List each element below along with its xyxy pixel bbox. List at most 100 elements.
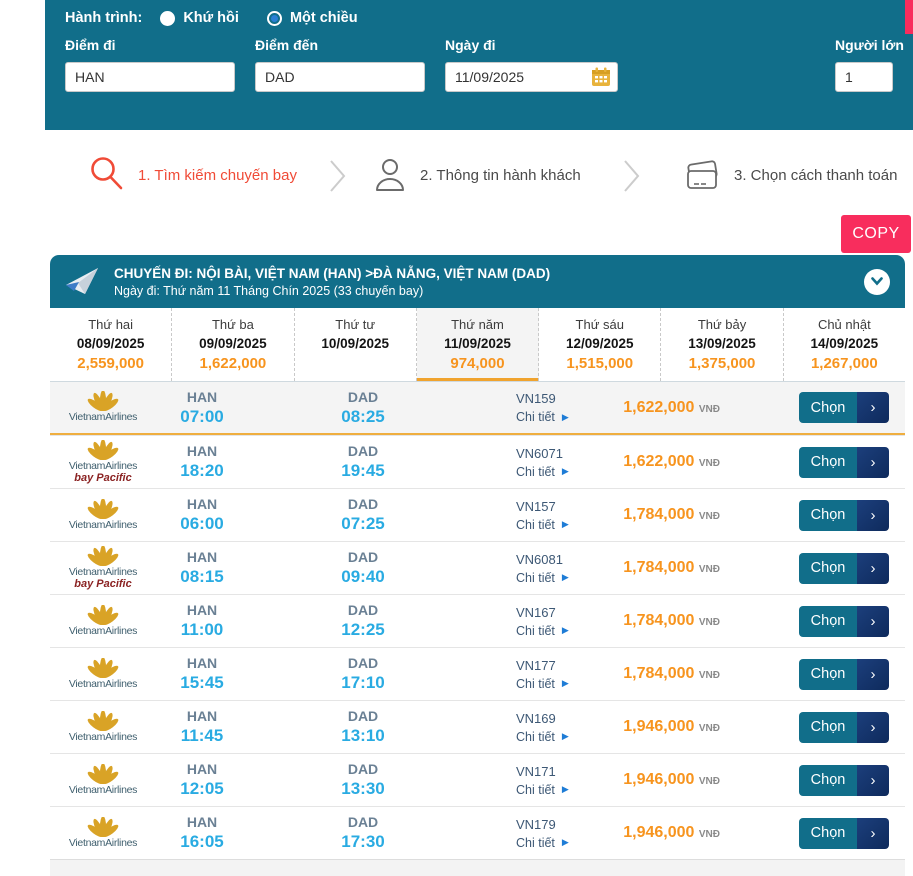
- booking-steps: 1. Tìm kiếm chuyến bay 2. Thông tin hành…: [50, 146, 913, 204]
- flight-details-link[interactable]: Chi tiết ▶: [516, 783, 618, 797]
- price-cell: 1,784,000 VNĐ: [618, 559, 780, 577]
- select-flight-button[interactable]: Chọn ›: [799, 817, 889, 849]
- radio-icon[interactable]: [160, 10, 176, 26]
- origin-code: HAN: [186, 496, 218, 512]
- flight-info-cell: VN159 Chi tiết ▶: [468, 391, 618, 424]
- arrival-time: 09:40: [341, 567, 385, 586]
- currency-label: VNĐ: [698, 670, 720, 681]
- date-tab[interactable]: Thứ sáu 12/09/2025 1,515,000: [539, 308, 662, 381]
- destination-code: DAD: [347, 496, 379, 512]
- lotus-icon: [87, 710, 119, 731]
- origin-input[interactable]: [65, 62, 235, 92]
- select-flight-button[interactable]: Chọn ›: [799, 658, 889, 690]
- tab-date: 12/09/2025: [565, 335, 634, 351]
- lotus-icon: [87, 391, 119, 412]
- price-cell: 1,784,000 VNĐ: [618, 612, 780, 630]
- play-arrow-icon: ▶: [561, 519, 569, 529]
- date-tab[interactable]: Chủ nhật 14/09/2025 1,267,000: [784, 308, 905, 381]
- flight-details-link[interactable]: Chi tiết ▶: [516, 518, 618, 532]
- date-tab[interactable]: Thứ hai 08/09/2025 2,559,000: [50, 308, 173, 381]
- departure-time: 16:05: [180, 832, 224, 851]
- trip-type-label: Hành trình:: [65, 10, 143, 26]
- step-label: 2. Thông tin hành khách: [420, 166, 581, 184]
- flight-number: VN171: [516, 763, 556, 779]
- currency-label: VNĐ: [698, 511, 720, 522]
- price-cell: 1,946,000 VNĐ: [618, 771, 780, 789]
- flight-details-link[interactable]: Chi tiết ▶: [516, 624, 618, 638]
- date-fare-tabs: Thứ hai 08/09/2025 2,559,000 Thứ ba 09/0…: [50, 308, 905, 382]
- step-search-flights[interactable]: 1. Tìm kiếm chuyến bay: [88, 146, 297, 204]
- step-passenger-info[interactable]: 2. Thông tin hành khách: [372, 146, 581, 204]
- chevron-right-icon: ›: [857, 499, 889, 531]
- flight-row: VietnamAirlines bay Pacific HAN 11:45 DA…: [50, 700, 905, 753]
- details-label: Chi tiết: [516, 570, 555, 585]
- origin-code: HAN: [186, 602, 218, 618]
- tab-day: Thứ sáu: [575, 316, 624, 332]
- select-flight-button[interactable]: Chọn ›: [799, 446, 889, 478]
- date-tab[interactable]: Thứ ba 09/09/2025 1,622,000: [172, 308, 295, 381]
- origin-code: HAN: [186, 814, 218, 830]
- flight-details-link[interactable]: Chi tiết ▶: [516, 410, 618, 424]
- fare-price: 1,622,000: [623, 398, 695, 416]
- flight-details-link[interactable]: Chi tiết ▶: [516, 571, 618, 585]
- origin-code: HAN: [186, 549, 218, 565]
- select-label: Chọn: [799, 817, 857, 849]
- select-flight-button[interactable]: Chọn ›: [799, 605, 889, 637]
- airline-logo: VietnamAirlines bay Pacific: [50, 391, 146, 423]
- trip-type-radio[interactable]: Khứ hồi: [160, 10, 239, 26]
- flight-row: VietnamAirlines bay Pacific HAN 07:00 DA…: [50, 382, 905, 435]
- fare-price: 1,946,000: [623, 771, 695, 788]
- trip-type-radio[interactable]: Một chiều: [266, 10, 358, 26]
- origin-code: HAN: [186, 708, 218, 724]
- tab-date: 11/09/2025: [444, 335, 511, 351]
- departure-time: 11:45: [180, 726, 224, 745]
- chevron-right-icon: ›: [857, 392, 889, 423]
- flight-details-link[interactable]: Chi tiết ▶: [516, 465, 618, 479]
- destination-label: Điểm đến: [255, 37, 319, 53]
- fare-price: 1,784,000: [623, 612, 695, 629]
- departure-time: 18:20: [180, 461, 224, 480]
- chevron-down-icon: [871, 277, 883, 286]
- date-input[interactable]: [445, 62, 618, 92]
- select-cell: Chọn ›: [780, 764, 905, 796]
- flight-details-link[interactable]: Chi tiết ▶: [516, 677, 618, 691]
- adults-input[interactable]: [835, 62, 893, 92]
- airline-name: VietnamAirlines: [68, 411, 138, 424]
- calendar-icon[interactable]: [591, 67, 611, 87]
- select-flight-button[interactable]: Chọn ›: [799, 499, 889, 531]
- destination-input[interactable]: [255, 62, 425, 92]
- arrival-time: 17:10: [341, 673, 385, 692]
- arrival-time: 19:45: [341, 461, 385, 480]
- date-tab[interactable]: Thứ bảy 13/09/2025 1,375,000: [661, 308, 784, 381]
- copy-button[interactable]: COPY: [841, 215, 911, 253]
- flight-details-link[interactable]: Chi tiết ▶: [516, 730, 618, 744]
- adults-field: Người lớn: [835, 37, 904, 92]
- fare-price: 1,784,000: [623, 506, 695, 523]
- radio-icon[interactable]: [266, 10, 282, 26]
- departure-cell: HAN 12:05: [146, 761, 258, 799]
- date-tab[interactable]: Thứ tư 10/09/2025: [295, 308, 417, 381]
- play-arrow-icon: ▶: [561, 837, 569, 847]
- departure-cell: HAN 11:00: [146, 602, 258, 640]
- tab-day: Thứ tư: [335, 316, 376, 332]
- departure-cell: HAN 11:45: [146, 708, 258, 746]
- select-flight-button[interactable]: Chọn ›: [799, 711, 889, 743]
- flight-row: VietnamAirlines bay Pacific HAN 18:20 DA…: [50, 435, 905, 488]
- next-row-sliver: [50, 859, 905, 876]
- step-label: 3. Chọn cách thanh toán: [734, 166, 898, 184]
- flight-row: VietnamAirlines bay Pacific HAN 15:45 DA…: [50, 647, 905, 700]
- flight-row: VietnamAirlines bay Pacific HAN 16:05 DA…: [50, 806, 905, 859]
- select-flight-button[interactable]: Chọn ›: [799, 392, 889, 423]
- flight-details-link[interactable]: Chi tiết ▶: [516, 836, 618, 850]
- chevron-right-icon: ›: [857, 817, 889, 849]
- select-flight-button[interactable]: Chọn ›: [799, 764, 889, 796]
- date-tab[interactable]: Thứ năm 11/09/2025 974,000: [416, 308, 540, 381]
- currency-label: VNĐ: [698, 829, 720, 840]
- step-payment[interactable]: 3. Chọn cách thanh toán: [682, 146, 897, 204]
- fare-price: 1,784,000: [623, 665, 695, 682]
- sub-brand-name: bay Pacific: [74, 577, 132, 590]
- select-flight-button[interactable]: Chọn ›: [799, 552, 889, 584]
- edge-ribbon: [905, 0, 913, 34]
- collapse-panel-button[interactable]: [864, 268, 890, 295]
- search-form: Hành trình: Khứ hồi Một chiều Điểm đi: [45, 0, 913, 130]
